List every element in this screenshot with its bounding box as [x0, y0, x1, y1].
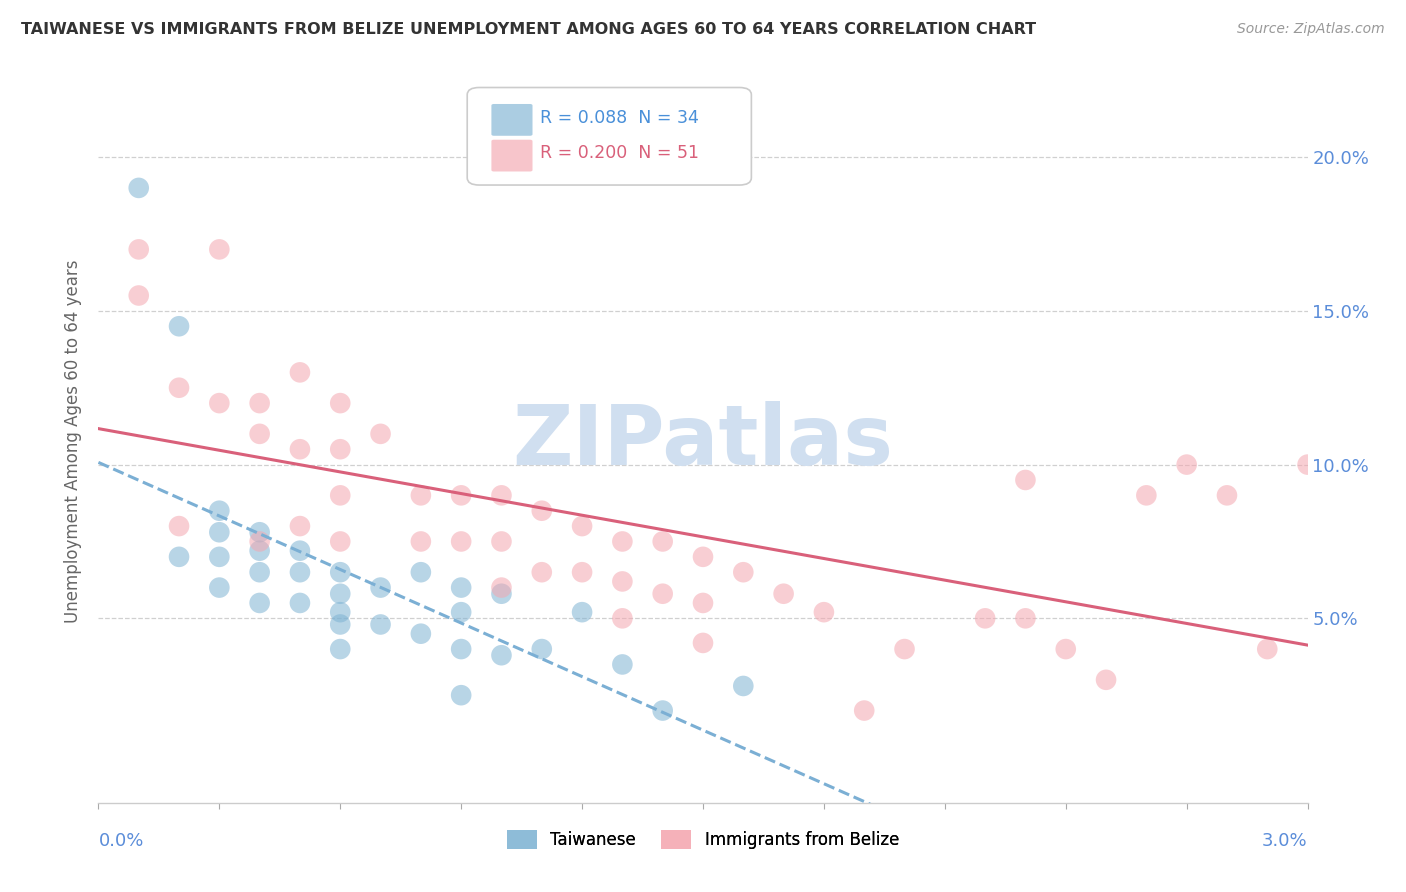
Text: Source: ZipAtlas.com: Source: ZipAtlas.com: [1237, 22, 1385, 37]
Point: [974, 611, 997, 625]
Point: [167, 519, 190, 533]
Point: [1014, 611, 1036, 625]
Point: [692, 636, 714, 650]
Point: [249, 543, 271, 558]
Point: [692, 549, 714, 564]
Point: [612, 534, 634, 549]
Point: [530, 504, 553, 518]
Point: [208, 525, 231, 540]
Point: [409, 534, 432, 549]
Point: [249, 565, 271, 579]
Point: [329, 605, 352, 619]
Point: [651, 534, 673, 549]
Text: TAIWANESE VS IMMIGRANTS FROM BELIZE UNEMPLOYMENT AMONG AGES 60 TO 64 YEARS CORRE: TAIWANESE VS IMMIGRANTS FROM BELIZE UNEM…: [21, 22, 1036, 37]
Point: [813, 605, 835, 619]
Point: [249, 534, 271, 549]
Point: [128, 243, 150, 257]
Point: [288, 596, 311, 610]
Point: [450, 605, 472, 619]
Point: [370, 617, 392, 632]
Point: [167, 319, 190, 334]
Point: [450, 642, 472, 657]
Point: [329, 442, 352, 457]
FancyBboxPatch shape: [492, 140, 533, 171]
Point: [288, 365, 311, 379]
Point: [329, 565, 352, 579]
Point: [249, 596, 271, 610]
Point: [530, 642, 553, 657]
Point: [208, 504, 231, 518]
Point: [450, 488, 472, 502]
Point: [288, 519, 311, 533]
Point: [208, 243, 231, 257]
Point: [288, 565, 311, 579]
Point: [450, 581, 472, 595]
Point: [1216, 488, 1239, 502]
Point: [491, 581, 513, 595]
Point: [1135, 488, 1157, 502]
Point: [249, 396, 271, 410]
Point: [167, 549, 190, 564]
Point: [1014, 473, 1036, 487]
Point: [1054, 642, 1077, 657]
Point: [128, 288, 150, 302]
Point: [409, 565, 432, 579]
Point: [772, 587, 794, 601]
Point: [612, 574, 634, 589]
Point: [329, 488, 352, 502]
Point: [208, 549, 231, 564]
Text: ZIPatlas: ZIPatlas: [513, 401, 893, 482]
Point: [249, 525, 271, 540]
Text: R = 0.088  N = 34: R = 0.088 N = 34: [540, 109, 699, 127]
Point: [651, 704, 673, 718]
Text: 0.0%: 0.0%: [98, 831, 143, 850]
FancyBboxPatch shape: [492, 104, 533, 136]
Point: [571, 605, 593, 619]
Point: [208, 396, 231, 410]
Point: [409, 626, 432, 640]
Point: [249, 426, 271, 441]
Point: [329, 587, 352, 601]
Point: [128, 181, 150, 195]
Point: [370, 426, 392, 441]
Point: [571, 565, 593, 579]
Point: [329, 534, 352, 549]
Point: [409, 488, 432, 502]
Text: 3.0%: 3.0%: [1263, 831, 1308, 850]
Point: [612, 657, 634, 672]
Point: [329, 396, 352, 410]
Legend: Taiwanese, Immigrants from Belize: Taiwanese, Immigrants from Belize: [501, 823, 905, 856]
Point: [530, 565, 553, 579]
Point: [167, 381, 190, 395]
Point: [853, 704, 876, 718]
Point: [288, 442, 311, 457]
Point: [1095, 673, 1118, 687]
Point: [692, 596, 714, 610]
Point: [733, 679, 755, 693]
Text: R = 0.200  N = 51: R = 0.200 N = 51: [540, 145, 699, 162]
Point: [329, 617, 352, 632]
Point: [450, 688, 472, 702]
Point: [893, 642, 915, 657]
FancyBboxPatch shape: [467, 87, 751, 185]
Point: [208, 581, 231, 595]
Point: [651, 587, 673, 601]
Point: [491, 534, 513, 549]
Point: [491, 587, 513, 601]
Point: [1296, 458, 1319, 472]
Point: [1175, 458, 1198, 472]
Point: [491, 648, 513, 663]
Point: [370, 581, 392, 595]
Point: [491, 488, 513, 502]
Point: [450, 534, 472, 549]
Y-axis label: Unemployment Among Ages 60 to 64 years: Unemployment Among Ages 60 to 64 years: [65, 260, 83, 624]
Point: [571, 519, 593, 533]
Point: [288, 543, 311, 558]
Point: [733, 565, 755, 579]
Point: [612, 611, 634, 625]
Point: [1256, 642, 1278, 657]
Point: [329, 642, 352, 657]
